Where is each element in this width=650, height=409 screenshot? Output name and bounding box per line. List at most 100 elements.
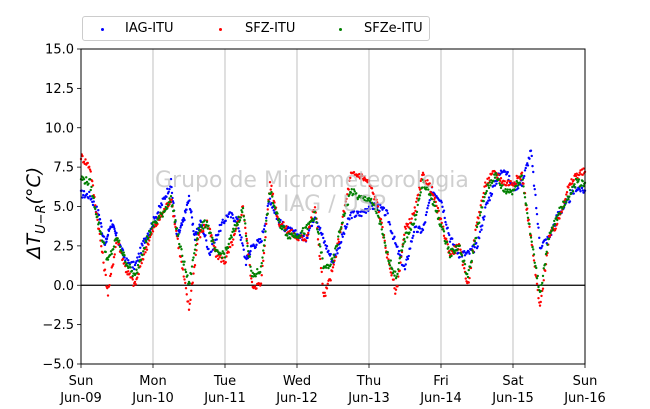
data-point <box>142 258 145 261</box>
data-point <box>528 157 531 160</box>
data-point <box>331 260 335 263</box>
data-point <box>364 195 367 199</box>
data-point <box>532 184 536 187</box>
data-point <box>447 231 450 235</box>
legend-marker-sfz-itu <box>219 28 222 31</box>
data-point <box>301 229 304 232</box>
data-point <box>292 235 296 239</box>
data-point <box>367 196 371 200</box>
data-point <box>142 250 145 253</box>
data-point <box>145 235 149 238</box>
data-point <box>486 201 489 205</box>
data-point <box>526 207 529 210</box>
data-point <box>188 199 191 202</box>
y-tick-label: 7.5 <box>53 161 74 176</box>
data-point <box>247 250 250 253</box>
data-point <box>208 227 212 231</box>
data-point <box>112 225 116 229</box>
data-point <box>571 190 575 193</box>
data-point <box>383 239 386 242</box>
data-point <box>230 236 233 239</box>
data-point <box>308 225 311 228</box>
data-point <box>472 251 475 255</box>
data-point <box>236 223 239 226</box>
data-point <box>178 229 182 232</box>
data-point <box>112 263 115 266</box>
data-point <box>321 257 324 260</box>
data-point <box>518 181 521 184</box>
data-point <box>322 236 325 240</box>
data-point <box>191 258 194 262</box>
data-point <box>266 208 269 211</box>
data-point <box>161 215 164 218</box>
data-point <box>334 247 337 250</box>
data-point <box>234 220 237 223</box>
data-point <box>446 243 449 246</box>
data-point <box>211 238 215 242</box>
data-point <box>534 193 537 197</box>
data-point <box>578 188 581 191</box>
data-point <box>89 188 92 192</box>
data-point <box>340 233 344 236</box>
data-point <box>113 227 116 231</box>
data-point <box>568 195 571 198</box>
data-point <box>294 234 297 237</box>
data-point <box>325 247 328 250</box>
data-point <box>165 195 168 199</box>
data-point <box>336 243 339 247</box>
data-point <box>124 260 127 264</box>
data-point <box>180 223 184 227</box>
data-point <box>109 219 113 222</box>
data-point <box>182 275 185 278</box>
data-point <box>463 259 466 262</box>
data-point <box>580 186 584 190</box>
data-point <box>152 225 155 228</box>
data-point <box>150 227 153 230</box>
data-point <box>488 181 491 184</box>
data-point <box>100 245 103 248</box>
data-point <box>299 234 302 237</box>
data-point <box>572 178 575 182</box>
data-point <box>540 294 543 298</box>
data-point <box>144 251 147 254</box>
data-point <box>473 245 476 249</box>
data-point <box>527 218 530 221</box>
data-point <box>206 227 209 230</box>
data-point <box>159 206 162 209</box>
data-point <box>99 230 102 233</box>
data-point <box>463 267 466 270</box>
data-point <box>314 217 317 220</box>
data-point <box>495 182 498 185</box>
data-point <box>496 176 499 179</box>
data-point <box>411 236 414 240</box>
data-point <box>403 240 407 243</box>
data-point <box>320 251 323 254</box>
data-point <box>133 267 136 271</box>
data-point <box>544 252 548 256</box>
data-point <box>544 262 547 266</box>
data-point <box>539 300 542 304</box>
data-point <box>232 229 236 233</box>
data-point <box>240 209 243 212</box>
data-point <box>384 246 387 250</box>
data-point <box>319 245 322 248</box>
data-point <box>86 161 89 165</box>
data-point <box>270 190 273 194</box>
data-point <box>364 211 368 214</box>
data-point <box>458 255 461 259</box>
data-point <box>259 270 262 274</box>
legend-label-sfze-itu: SFZe-ITU <box>364 21 423 36</box>
data-point <box>271 195 274 198</box>
data-point <box>267 200 270 203</box>
data-point <box>183 218 186 222</box>
data-point <box>549 233 552 237</box>
data-point <box>578 171 581 174</box>
data-point <box>207 224 210 227</box>
data-point <box>89 170 92 173</box>
data-point <box>497 173 500 176</box>
data-point <box>102 235 106 238</box>
data-point <box>517 187 520 190</box>
data-point <box>360 214 363 218</box>
data-point <box>382 206 386 210</box>
data-point <box>424 221 427 224</box>
